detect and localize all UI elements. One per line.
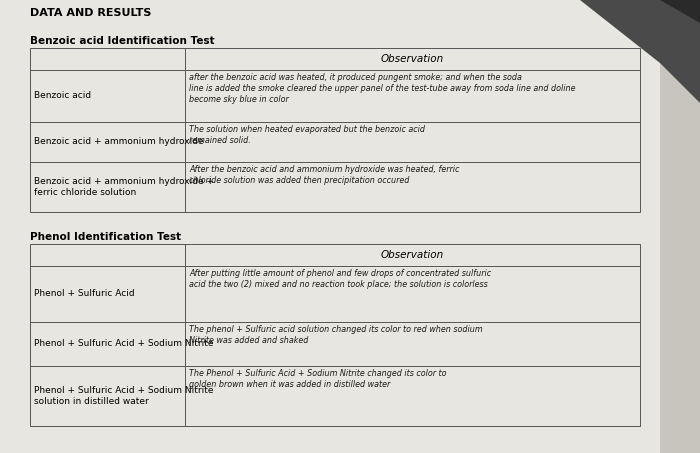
FancyBboxPatch shape	[0, 0, 660, 453]
Text: Benzoic acid + ammonium hydroxide +
ferric chloride solution: Benzoic acid + ammonium hydroxide + ferr…	[34, 177, 214, 197]
Polygon shape	[620, 0, 700, 23]
Text: The solution when heated evaporated but the benzoic acid
remained solid.: The solution when heated evaporated but …	[189, 125, 425, 145]
Text: After the benzoic acid and ammonium hydroxide was heated, ferric
chloride soluti: After the benzoic acid and ammonium hydr…	[189, 165, 459, 185]
Text: The phenol + Sulfuric acid solution changed its color to red when sodium
Nitrite: The phenol + Sulfuric acid solution chan…	[189, 325, 482, 345]
Text: Phenol + Sulfuric Acid: Phenol + Sulfuric Acid	[34, 289, 134, 299]
Text: The Phenol + Sulfuric Acid + Sodium Nitrite changed its color to
golden brown wh: The Phenol + Sulfuric Acid + Sodium Nitr…	[189, 369, 447, 389]
Text: Phenol + Sulfuric Acid + Sodium Nitrite
solution in distilled water: Phenol + Sulfuric Acid + Sodium Nitrite …	[34, 386, 214, 406]
Text: Phenol + Sulfuric Acid + Sodium Nitrite: Phenol + Sulfuric Acid + Sodium Nitrite	[34, 339, 214, 348]
Text: Phenol Identification Test: Phenol Identification Test	[30, 232, 181, 242]
Text: Benzoic acid Identification Test: Benzoic acid Identification Test	[30, 36, 215, 46]
Polygon shape	[580, 0, 700, 103]
Text: Benzoic acid + ammonium hydroxide: Benzoic acid + ammonium hydroxide	[34, 138, 204, 146]
Text: Benzoic acid: Benzoic acid	[34, 92, 91, 101]
Text: after the benzoic acid was heated, it produced pungent smoke; and when the soda
: after the benzoic acid was heated, it pr…	[189, 73, 575, 104]
Text: Observation: Observation	[381, 250, 444, 260]
Text: DATA AND RESULTS: DATA AND RESULTS	[30, 8, 151, 18]
Text: After putting little amount of phenol and few drops of concentrated sulfuric
aci: After putting little amount of phenol an…	[189, 269, 491, 289]
Text: Observation: Observation	[381, 54, 444, 64]
